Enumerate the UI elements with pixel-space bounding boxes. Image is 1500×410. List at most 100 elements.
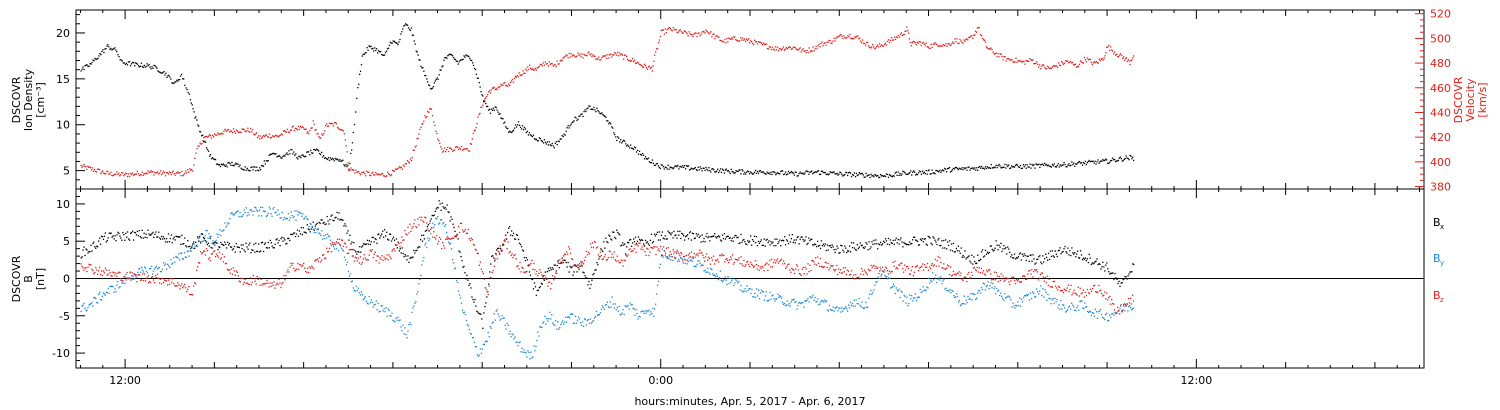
by-points-point [407,330,409,332]
bx-points-point [1066,252,1068,254]
bx-points-point [941,240,943,242]
by-points-point [589,318,592,320]
bx-points-point [751,239,754,241]
density-points-point [1043,164,1045,167]
bz-points-point [274,287,276,289]
bx-points-point [412,256,414,258]
by-points-point [348,275,351,277]
by-points-point [376,309,378,311]
density-points-point [685,168,687,170]
bx-points-point [1065,251,1067,253]
density-points-point [889,174,891,177]
bz-points-point [230,268,232,270]
bx-points-point [741,241,743,243]
by-points-point [657,280,660,282]
by-points-point [1026,294,1028,297]
bx-points-point [117,231,119,233]
velocity-points-point [269,137,272,139]
bz-points-point [103,272,105,274]
bz-points-point [314,260,316,262]
velocity-points-point [433,121,435,123]
density-points-point [988,167,990,169]
velocity-points-point [356,171,358,173]
by-points-point [990,282,992,284]
bx-points-point [227,241,229,243]
velocity-points-point [750,40,752,42]
velocity-points-point [917,42,919,44]
density-points-point [521,125,524,127]
velocity-points-point [1022,60,1024,62]
velocity-points-point [984,41,987,43]
velocity-points-point [326,123,328,125]
bx-points-point [205,241,208,243]
bz-points-point [327,250,330,253]
bx-points-point [238,246,240,249]
density-points-point [625,143,627,145]
velocity-points-point [234,132,237,134]
by-points-point [813,299,815,301]
velocity-points-point [1002,59,1004,61]
density-points-point [136,63,139,65]
velocity-points-point [908,38,911,40]
bx-points-point [151,233,153,235]
velocity-points-point [1113,53,1115,55]
density-points-point [544,141,546,144]
bz-points-point [355,257,357,259]
by-points-point [650,311,652,313]
velocity-points-point [81,166,83,169]
velocity-points-point [138,175,140,177]
density-points-point [425,75,427,77]
by-points-point [709,273,711,275]
density-points-point [931,169,933,171]
bx-points-point [241,247,243,250]
bx-points-point [931,244,933,246]
bz-points-point [273,281,275,283]
bx-points-point [225,243,227,245]
bx-points-point [846,251,848,254]
density-points-point [197,124,199,126]
density-points-point [927,170,929,172]
density-points-point [189,99,192,101]
velocity-points-point [87,165,89,167]
bx-points-point [178,236,180,238]
density-points-point [938,171,940,173]
density-points-point [170,78,172,80]
by-points-point [441,219,443,221]
bz-points-point [436,234,438,237]
by-points-point [221,230,223,232]
by-points-point [208,233,210,235]
bz-points-point [368,254,370,256]
density-points-point [646,158,649,160]
velocity-points-point [459,148,462,150]
density-points-point [974,167,976,169]
velocity-points-point [227,129,229,131]
bx-points-point [218,246,220,248]
velocity-points-point [153,174,155,176]
velocity-points-point [778,47,781,50]
density-points-point [229,162,231,165]
bx-points-point [410,256,412,258]
bx-points-point [98,240,100,242]
by-points-point [133,278,135,280]
bx-points-point [1030,254,1032,256]
by-points-point [927,287,929,289]
bx-points-point [791,234,793,236]
bx-points-point [263,243,266,245]
bx-points-point [826,244,828,246]
bz-points-point [414,219,416,221]
by-points-point [660,255,662,257]
bx-points-point [96,245,98,247]
bz-points-point [294,270,296,272]
by-points-point [495,310,497,312]
velocity-points-point [523,72,525,74]
density-points-point [227,162,229,164]
velocity-points-point [997,53,999,55]
bx-points-point [302,227,304,229]
density-points-point [850,176,853,178]
density-points-point [579,115,581,117]
bx-points-point [837,247,839,249]
by-points-point [245,207,247,209]
density-points-point [338,160,340,162]
density-points-point [559,138,561,140]
bx-points-point [899,239,901,241]
